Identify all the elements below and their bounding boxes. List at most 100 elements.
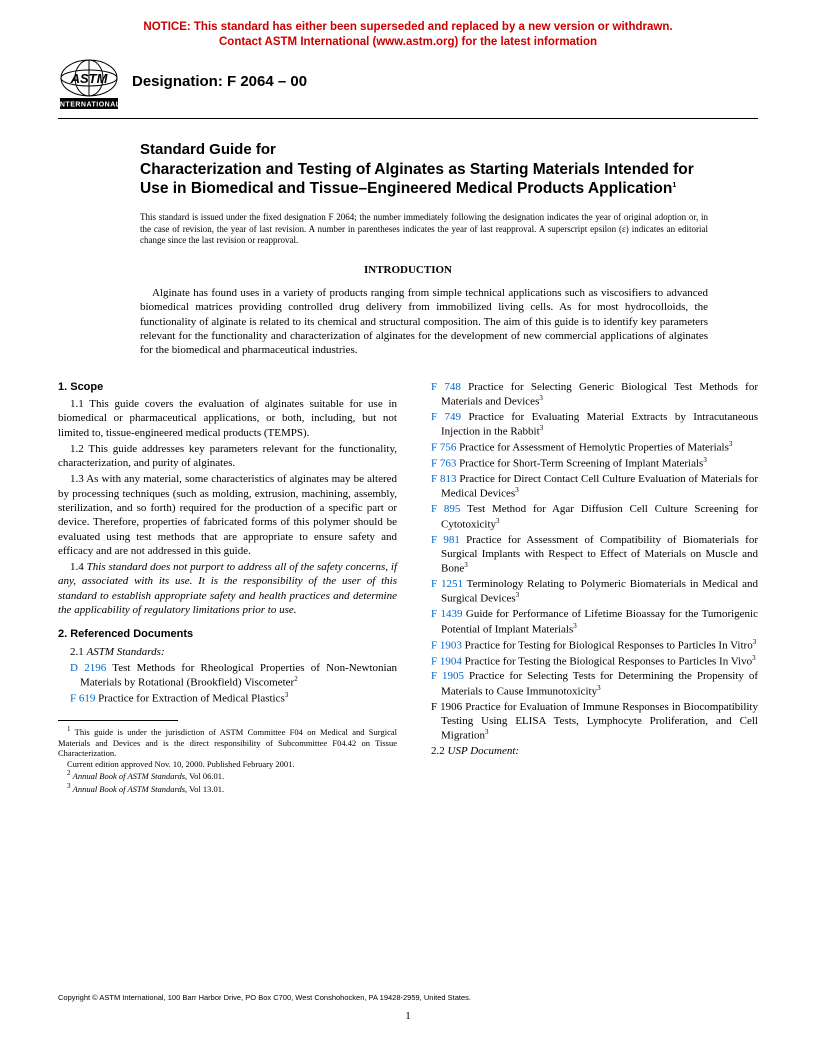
ref-item: F 813 Practice for Direct Contact Cell C… xyxy=(419,472,758,501)
title-main: Characterization and Testing of Alginate… xyxy=(140,160,718,199)
svg-text:INTERNATIONAL: INTERNATIONAL xyxy=(58,101,120,108)
ref-sup: 3 xyxy=(597,684,601,692)
ref-code[interactable]: D 2196 xyxy=(70,662,106,674)
ref-sup: 3 xyxy=(464,561,468,569)
ref-text: Practice for Testing the Biological Resp… xyxy=(462,655,752,667)
refs-sub1-num: 2.1 xyxy=(70,646,87,658)
refs-sub1: 2.1 ASTM Standards: xyxy=(58,645,397,659)
ref-text: Practice for Short-Term Screening of Imp… xyxy=(456,458,703,470)
ref-item: F 748 Practice for Selecting Generic Bio… xyxy=(419,380,758,409)
ref-item: F 1906 Practice for Evaluation of Immune… xyxy=(419,700,758,744)
title-main-text: Characterization and Testing of Alginate… xyxy=(140,161,694,197)
ref-sup: 3 xyxy=(703,456,707,464)
page-number: 1 xyxy=(0,1010,816,1022)
ref-item: D 2196 Test Methods for Rheological Prop… xyxy=(58,661,397,690)
ref-item: F 1903 Practice for Testing for Biologic… xyxy=(419,638,758,653)
ref-text: Practice for Testing for Biological Resp… xyxy=(462,639,753,651)
ref-item: F 981 Practice for Assessment of Compati… xyxy=(419,533,758,577)
ref-sup: 3 xyxy=(752,654,756,662)
ref-code[interactable]: F 748 xyxy=(431,381,461,393)
ref-item: F 749 Practice for Evaluating Material E… xyxy=(419,410,758,439)
ref-sup: 3 xyxy=(540,424,544,432)
ref-code: F 1906 xyxy=(431,701,462,713)
ref-code[interactable]: F 1904 xyxy=(431,655,462,667)
intro-heading: INTRODUCTION xyxy=(58,264,758,276)
scope-p3: 1.3 As with any material, some character… xyxy=(58,472,397,558)
ref-code[interactable]: F 1903 xyxy=(431,639,462,651)
refs-heading: 2. Referenced Documents xyxy=(58,627,397,641)
ref-sup: 3 xyxy=(485,728,489,736)
ref-sup: 3 xyxy=(729,440,733,448)
refs-sub2-text: USP Document: xyxy=(448,745,520,757)
ref-sup: 3 xyxy=(285,691,289,699)
ref-sup: 3 xyxy=(753,638,757,646)
footnote-separator xyxy=(58,720,178,721)
ref-sup: 3 xyxy=(516,591,520,599)
ref-sup: 2 xyxy=(294,675,298,683)
ref-code[interactable]: F 895 xyxy=(431,503,460,515)
ref-sup: 3 xyxy=(539,394,543,402)
ref-item: F 1439 Guide for Performance of Lifetime… xyxy=(419,607,758,636)
ref-code[interactable]: F 1905 xyxy=(431,670,464,682)
ref-item: F 1251 Terminology Relating to Polymeric… xyxy=(419,577,758,606)
scope-heading: 1. Scope xyxy=(58,380,397,394)
ref-code[interactable]: F 763 xyxy=(431,458,456,470)
ref-item: F 619 Practice for Extraction of Medical… xyxy=(58,691,397,706)
refs-left-list: D 2196 Test Methods for Rheological Prop… xyxy=(58,661,397,706)
title-sup: 1 xyxy=(672,182,676,189)
notice-line2: Contact ASTM International (www.astm.org… xyxy=(219,36,597,48)
ref-item: F 1904 Practice for Testing the Biologic… xyxy=(419,654,758,669)
ref-code[interactable]: F 756 xyxy=(431,442,456,454)
ref-text: Test Method for Agar Diffusion Cell Cult… xyxy=(441,503,758,530)
footnote-2-a: Annual Book of ASTM Standards xyxy=(73,771,185,781)
footnote-3-a: Annual Book of ASTM Standards xyxy=(73,784,185,794)
scope-p4-num: 1.4 xyxy=(70,561,87,573)
ref-code[interactable]: F 1251 xyxy=(431,578,463,590)
refs-sub2: 2.2 USP Document: xyxy=(419,744,758,758)
footnote-2: 2 Annual Book of ASTM Standards, Vol 06.… xyxy=(58,769,397,781)
scope-p4: 1.4 This standard does not purport to ad… xyxy=(58,560,397,617)
title-line1: Standard Guide for xyxy=(140,141,718,160)
footnotes: 1 This guide is under the jurisdiction o… xyxy=(58,725,397,794)
ref-text: Practice for Assessment of Compatibility… xyxy=(441,534,758,575)
ref-text: Guide for Performance of Lifetime Bioass… xyxy=(441,608,758,635)
refs-right-list: F 748 Practice for Selecting Generic Bio… xyxy=(419,380,758,744)
footnote-1-text: This guide is under the jurisdiction of … xyxy=(58,727,397,758)
ref-code[interactable]: F 813 xyxy=(431,473,457,485)
footnote-2-b: , Vol 06.01. xyxy=(185,771,224,781)
footnote-1: 1 This guide is under the jurisdiction o… xyxy=(58,725,397,759)
footnote-3-b: , Vol 13.01. xyxy=(185,784,224,794)
ref-text: Practice for Direct Contact Cell Culture… xyxy=(441,473,758,500)
designation: Designation: F 2064 – 00 xyxy=(132,73,307,90)
issue-note: This standard is issued under the fixed … xyxy=(140,212,708,246)
left-column: 1. Scope 1.1 This guide covers the evalu… xyxy=(58,380,397,795)
ref-item: F 756 Practice for Assessment of Hemolyt… xyxy=(419,440,758,455)
astm-logo: ASTM INTERNATIONAL xyxy=(58,58,120,112)
refs-sub2-num: 2.2 xyxy=(431,745,448,757)
ref-item: F 1905 Practice for Selecting Tests for … xyxy=(419,669,758,698)
ref-code[interactable]: F 1439 xyxy=(431,608,463,620)
ref-sup: 3 xyxy=(496,517,500,525)
ref-text: Terminology Relating to Polymeric Biomat… xyxy=(441,578,758,605)
svg-text:ASTM: ASTM xyxy=(70,71,109,86)
ref-code[interactable]: F 981 xyxy=(431,534,460,546)
intro-text: Alginate has found uses in a variety of … xyxy=(140,286,708,357)
footnote-1b: Current edition approved Nov. 10, 2000. … xyxy=(58,759,397,770)
title-block: Standard Guide for Characterization and … xyxy=(140,141,718,199)
ref-sup: 3 xyxy=(573,622,577,630)
ref-item: F 763 Practice for Short-Term Screening … xyxy=(419,456,758,471)
ref-text: Practice for Extraction of Medical Plast… xyxy=(95,693,284,705)
footnote-3: 3 Annual Book of ASTM Standards, Vol 13.… xyxy=(58,782,397,794)
ref-text: Test Methods for Rheological Properties … xyxy=(80,662,397,689)
ref-text: Practice for Evaluating Material Extract… xyxy=(441,411,758,438)
refs-sub1-text: ASTM Standards: xyxy=(87,646,165,658)
ref-code[interactable]: F 749 xyxy=(431,411,461,423)
ref-text: Practice for Assessment of Hemolytic Pro… xyxy=(456,442,729,454)
body-columns: 1. Scope 1.1 This guide covers the evalu… xyxy=(58,380,758,795)
notice-banner: NOTICE: This standard has either been su… xyxy=(58,20,758,50)
header-row: ASTM INTERNATIONAL Designation: F 2064 –… xyxy=(58,58,758,112)
ref-code[interactable]: F 619 xyxy=(70,693,95,705)
scope-p2: 1.2 This guide addresses key parameters … xyxy=(58,442,397,471)
ref-item: F 895 Test Method for Agar Diffusion Cel… xyxy=(419,502,758,531)
copyright: Copyright © ASTM International, 100 Barr… xyxy=(58,993,471,1002)
